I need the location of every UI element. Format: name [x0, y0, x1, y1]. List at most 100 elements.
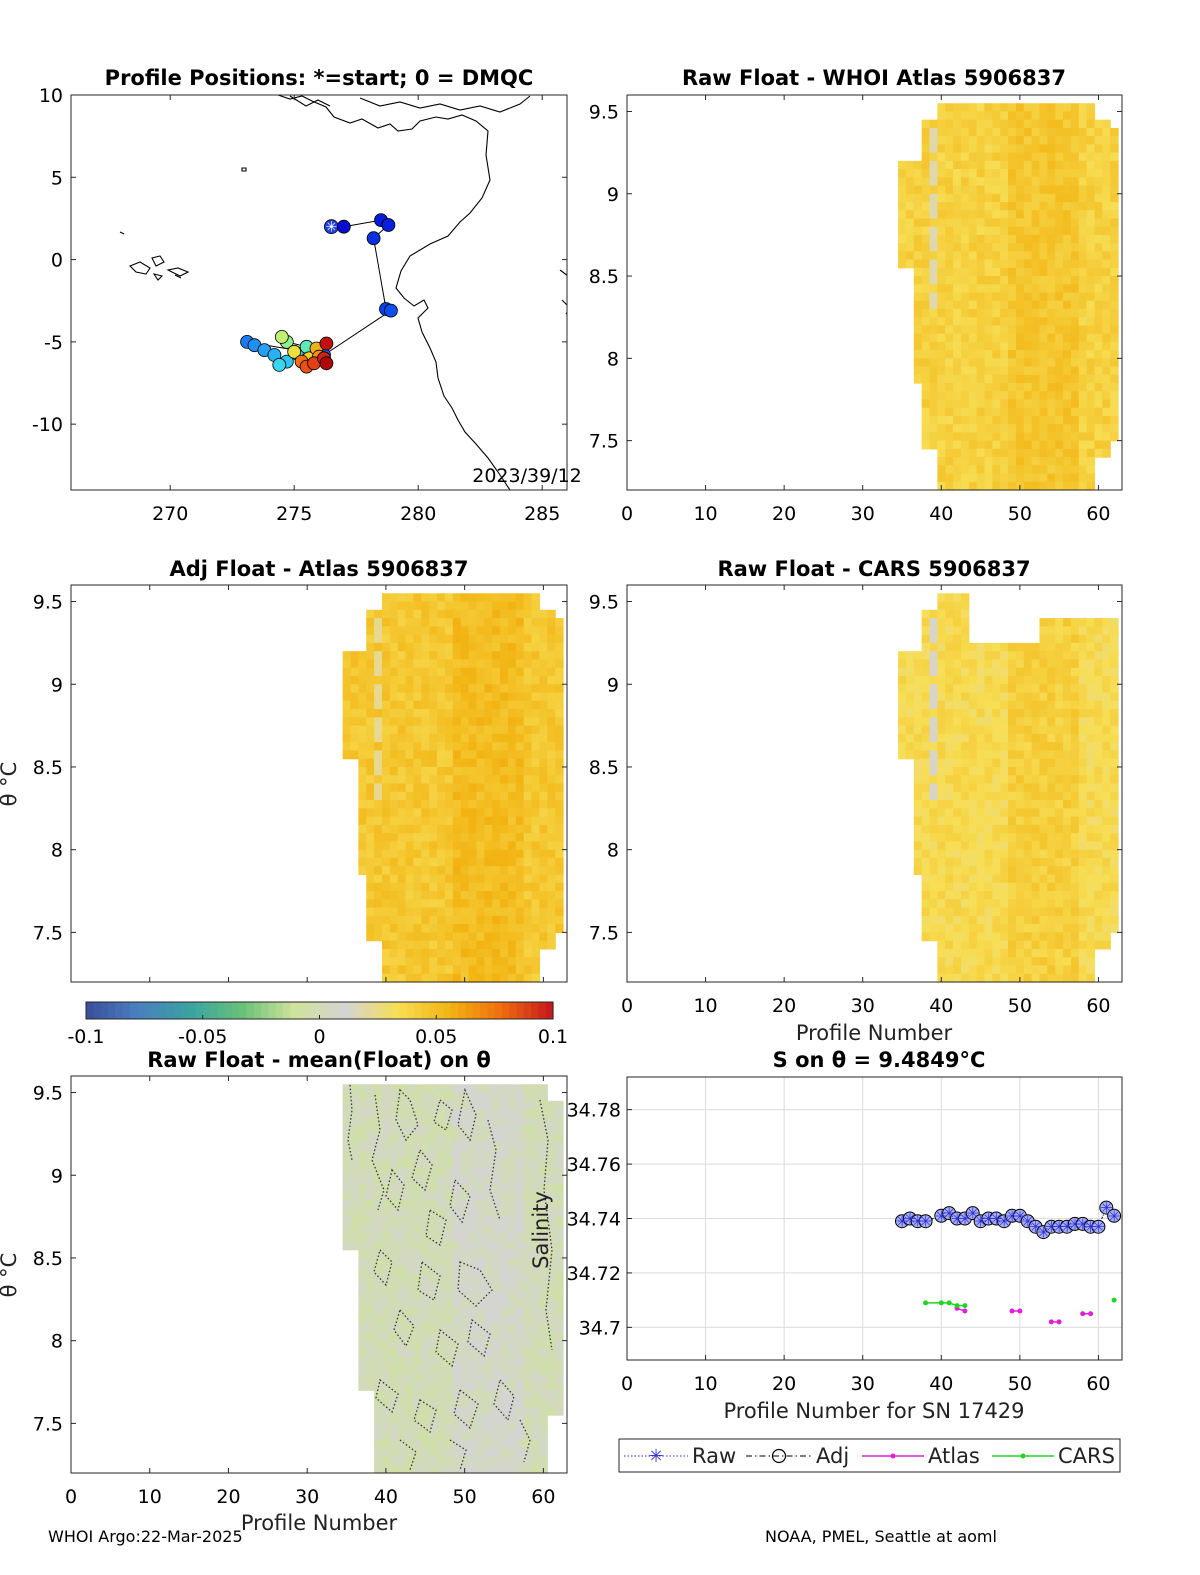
heatmap-cell — [1102, 234, 1111, 244]
heatmap-cell — [452, 882, 462, 892]
heatmap-cell — [468, 866, 478, 876]
heatmap-cell — [898, 667, 907, 677]
heatmap-cell — [1094, 308, 1103, 318]
heatmap-cell — [547, 1340, 556, 1350]
heatmap-cell — [1110, 709, 1119, 718]
heatmap-cell — [1023, 103, 1033, 113]
heatmap-cell — [1063, 717, 1072, 727]
heatmap-cell — [1055, 675, 1064, 685]
heatmap-cell — [960, 609, 970, 619]
heatmap-cell — [531, 1084, 541, 1094]
heatmap-cell — [366, 675, 375, 685]
heatmap-cell — [984, 432, 993, 442]
heatmap-cell — [921, 874, 931, 884]
heatmap-cell — [468, 957, 478, 967]
heatmap-cell — [374, 1133, 383, 1143]
colorbar-segment — [472, 1002, 481, 1019]
heatmap-cell — [1015, 415, 1025, 425]
heatmap-cell — [476, 816, 485, 826]
heatmap-cell — [381, 940, 391, 950]
heatmap-cell — [1078, 709, 1088, 718]
heatmap-cell — [984, 243, 993, 252]
heatmap-cell — [913, 325, 923, 335]
heatmap-cell — [547, 1109, 556, 1118]
heatmap-cell — [358, 1133, 367, 1143]
heatmap-cell — [389, 717, 399, 727]
heatmap-cell — [984, 169, 993, 178]
heatmap-cell — [992, 783, 1001, 793]
heatmap-cell — [1055, 667, 1064, 677]
heatmap-cell — [1039, 169, 1048, 178]
heatmap-cell — [437, 1456, 446, 1466]
heatmap-cell — [555, 1208, 564, 1218]
heatmap-cell — [1008, 700, 1017, 710]
heatmap-cell — [1047, 750, 1056, 760]
heatmap-cell — [945, 841, 954, 851]
raw-atlas-xtick-label: 50 — [1008, 503, 1032, 525]
heatmap-cell — [968, 350, 978, 359]
heatmap-cell — [1094, 210, 1103, 220]
heatmap-cell — [960, 234, 970, 244]
heatmap-cell — [460, 651, 470, 661]
heatmap-cell — [342, 1241, 352, 1251]
heatmap-cell — [484, 1382, 493, 1391]
heatmap-cell — [953, 308, 962, 318]
heatmap-cell — [992, 160, 1001, 170]
heatmap-cell — [500, 659, 509, 669]
heatmap-cell — [1055, 144, 1064, 154]
heatmap-cell — [984, 642, 993, 652]
heatmap-cell — [460, 965, 470, 975]
heatmap-cell — [1055, 891, 1064, 900]
heatmap-cell — [452, 1373, 462, 1383]
heatmap-cell — [444, 1158, 454, 1168]
heatmap-cell — [1015, 374, 1025, 384]
heatmap-cell — [523, 1340, 533, 1350]
heatmap-cell — [405, 808, 415, 818]
heatmap-cell — [976, 284, 986, 294]
heatmap-cell — [366, 742, 375, 752]
heatmap-cell — [389, 973, 399, 983]
heatmap-cell — [413, 857, 422, 867]
heatmap-cell — [389, 1373, 399, 1383]
heatmap-cell — [405, 725, 415, 735]
heatmap-cell — [960, 750, 970, 760]
heatmap-cell — [476, 1183, 485, 1193]
heatmap-cell — [421, 791, 430, 801]
heatmap-cell — [960, 284, 970, 294]
heatmap-cell — [913, 684, 923, 694]
heatmap-cell — [500, 1191, 509, 1201]
heatmap-cell — [421, 1415, 430, 1424]
heatmap-cell — [1086, 103, 1096, 113]
heatmap-cell — [1070, 973, 1080, 983]
heatmap-cell — [374, 924, 383, 933]
colorbar-segment — [297, 1002, 306, 1019]
heatmap-cell — [921, 210, 931, 220]
heatmap-cell — [1023, 144, 1033, 154]
heatmap-cell — [968, 783, 978, 793]
heatmap-cell — [405, 1266, 415, 1276]
heatmap-cell — [960, 800, 970, 809]
heatmap-cell — [515, 973, 525, 983]
heatmap-cell — [1023, 259, 1033, 269]
heatmap-cell — [358, 1158, 367, 1168]
heatmap-cell — [1110, 341, 1119, 351]
heatmap-cell — [1047, 948, 1056, 958]
heatmap-cell — [1078, 473, 1088, 483]
heatmap-cell — [898, 651, 907, 661]
heatmap-cell — [374, 1423, 383, 1433]
heatmap-cell — [1102, 383, 1111, 392]
heatmap-cell — [953, 119, 962, 129]
heatmap-cell — [945, 341, 954, 351]
heatmap-cell — [468, 709, 478, 718]
heatmap-cell — [1000, 783, 1009, 793]
heatmap-cell — [350, 684, 359, 694]
heatmap-cell — [381, 1233, 391, 1243]
heatmap-cell — [476, 1299, 485, 1309]
heatmap-cell — [468, 1241, 478, 1251]
heatmap-cell — [413, 1282, 422, 1292]
colorbar-segment — [290, 1002, 299, 1019]
heatmap-cell — [397, 684, 407, 694]
heatmap-cell — [484, 965, 493, 975]
heatmap-cell — [937, 366, 946, 376]
heatmap-cell — [397, 957, 407, 967]
